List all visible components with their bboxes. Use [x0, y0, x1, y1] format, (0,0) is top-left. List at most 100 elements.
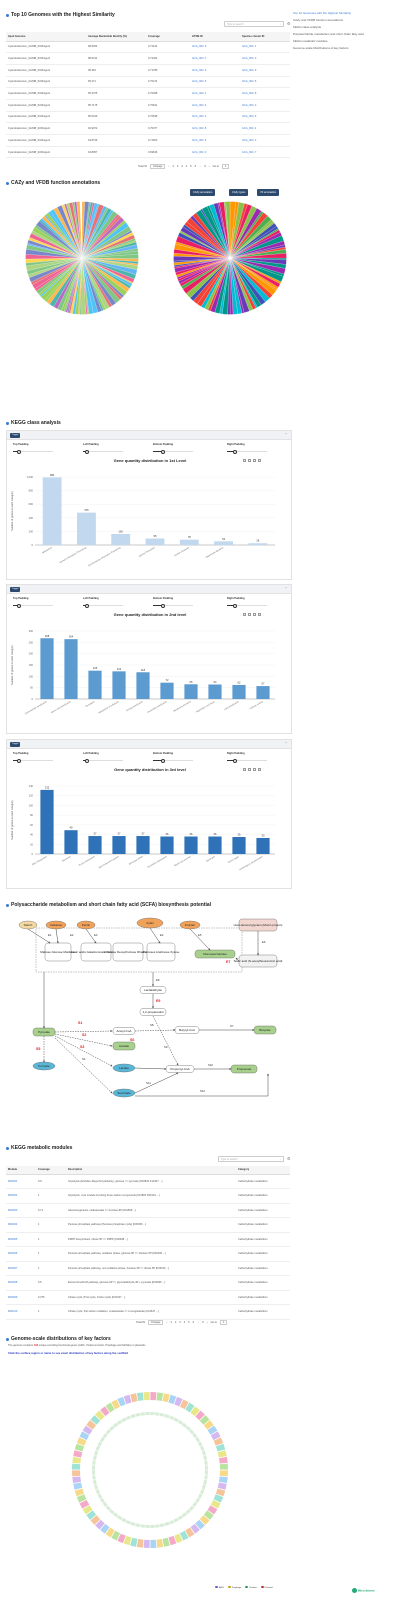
page-size-select[interactable]: 10/page: [150, 164, 166, 169]
genome-id-link[interactable]: GCA_003..0: [190, 146, 240, 159]
scaffold-segment[interactable]: [72, 1463, 81, 1470]
bar[interactable]: [179, 539, 199, 545]
cazy-sunburst-left[interactable]: [25, 201, 139, 315]
bar[interactable]: [232, 837, 246, 854]
table-row[interactable]: M00003 0.71 Gluconeogenesis, oxaloacetate …: [6, 1203, 290, 1218]
sunburst-outer-segment[interactable]: [225, 201, 231, 257]
table-row[interactable]: M00009 0.375 Citrate cycle (TCA cycle, Kre…: [6, 1290, 290, 1305]
bar-chart[interactable]: Number of genes in each category 0 200 400 6…: [7, 465, 291, 577]
scaffold-segment[interactable]: [105, 1402, 115, 1413]
table-row[interactable]: Cyanobacterium_GUMB_SUMAgut1 94.8746 0.715…: [6, 134, 290, 147]
nav-item-genome[interactable]: Genome-scale Distributions of key factor…: [293, 46, 349, 50]
vf-annotation-button[interactable]: VF annotation: [257, 189, 280, 196]
scaffold-segment[interactable]: [174, 1533, 183, 1544]
genome-id-link[interactable]: GCA_003..3: [240, 99, 290, 112]
page-number[interactable]: 6: [192, 1321, 195, 1324]
legend-item[interactable]: ARG: [215, 1586, 224, 1589]
table-row[interactable]: Cyanobacterium_GUMB_SUMAgut1 94.8057 0.696…: [6, 146, 290, 159]
slider-knob[interactable]: [233, 758, 237, 763]
table-row[interactable]: M00005 1 PRPP biosynthesis, ribose 5P => P…: [6, 1232, 290, 1247]
bar[interactable]: [40, 638, 54, 699]
modules-column-header[interactable]: Module: [6, 1166, 36, 1175]
prev-page-icon[interactable]: ‹: [168, 165, 170, 168]
bar[interactable]: [112, 671, 126, 699]
scaffold-segment[interactable]: [111, 1530, 121, 1541]
collapse-icon[interactable]: ⌃: [284, 586, 288, 591]
zoom-icon[interactable]: [243, 768, 246, 771]
scaffold-segment[interactable]: [95, 1410, 105, 1421]
table-row[interactable]: Cyanobacterium_GUMB_SUMAgut1 94.9972 0.700…: [6, 122, 290, 135]
genome-id-link[interactable]: GCA_003..5: [240, 76, 290, 89]
genome-circos-plot[interactable]: [40, 1360, 260, 1580]
scaffold-segment[interactable]: [95, 1519, 105, 1530]
slider-knob[interactable]: [85, 758, 89, 763]
padding-slider[interactable]: [227, 603, 267, 608]
table-row[interactable]: Cyanobacterium_GUMB_SUMAgut1 95.381 0.7178…: [6, 64, 290, 77]
slider-knob[interactable]: [85, 603, 89, 608]
page-number[interactable]: 2: [174, 1321, 177, 1324]
slider-knob[interactable]: [233, 603, 237, 608]
module-id-link[interactable]: M00009: [6, 1290, 36, 1305]
bar[interactable]: [248, 543, 268, 545]
genome-id-link[interactable]: GCA_003..9: [190, 41, 240, 54]
table-row[interactable]: Cyanobacterium_GUMB_SUMAgut1 98.5454 0.721…: [6, 41, 290, 54]
page-number[interactable]: ...: [197, 1321, 200, 1324]
bar[interactable]: [88, 670, 102, 699]
slider-knob[interactable]: [161, 758, 165, 763]
panel-toggle-button[interactable]: Toggle: [10, 587, 21, 592]
scaffold-segment[interactable]: [213, 1437, 224, 1446]
panel-toggle-button[interactable]: Toggle: [10, 742, 21, 747]
genome-id-link[interactable]: GCA_003..4: [240, 122, 290, 135]
scaffold-segment[interactable]: [219, 1463, 228, 1470]
scaffold-segment[interactable]: [215, 1488, 226, 1497]
scaffold-segment[interactable]: [179, 1530, 189, 1541]
table-row[interactable]: M00010 1 Citrate cycle, first carbon oxida…: [6, 1304, 290, 1320]
slider-knob[interactable]: [161, 449, 165, 454]
scaffold-segment[interactable]: [207, 1425, 218, 1435]
scaffold-segment[interactable]: [150, 1539, 157, 1548]
scaffold-segment[interactable]: [185, 1402, 195, 1413]
scaffold-segment[interactable]: [86, 1510, 97, 1520]
scaffold-segment[interactable]: [203, 1420, 214, 1430]
table-row[interactable]: M00006 1 Pentose phosphate pathway, oxidat…: [6, 1246, 290, 1262]
scaffold-segment[interactable]: [100, 1406, 110, 1417]
genome-id-link[interactable]: GCA_003..7: [240, 146, 290, 159]
scaffold-segment[interactable]: [156, 1392, 164, 1402]
modules-search-input[interactable]: Type to search ⌕: [218, 1156, 284, 1162]
bar[interactable]: [208, 684, 222, 699]
genome-id-link[interactable]: GCA_003..8: [190, 122, 240, 135]
scaffold-segment[interactable]: [217, 1450, 227, 1458]
genome-id-link[interactable]: GCA_003..3: [240, 52, 290, 65]
top10-column-header[interactable]: Coverage: [146, 32, 190, 42]
genome-id-link[interactable]: GCA_003..6: [190, 134, 240, 147]
prev-page-icon[interactable]: ‹: [166, 1321, 168, 1324]
page-number[interactable]: 4: [185, 165, 188, 168]
restore-icon[interactable]: [248, 459, 251, 462]
table-row[interactable]: M00001 0.9 Glycolysis (Embden-Meyerhof pat…: [6, 1174, 290, 1189]
top10-column-header[interactable]: GTDB ID: [190, 32, 240, 42]
genome-id-link[interactable]: GCA_003..1: [190, 87, 240, 100]
bar[interactable]: [184, 836, 198, 854]
zoom-icon[interactable]: [243, 459, 246, 462]
padding-slider[interactable]: [227, 758, 267, 763]
vfdb-sunburst-right[interactable]: [173, 201, 287, 315]
cazy-sunburst-charts[interactable]: [0, 200, 300, 330]
scaffold-segment[interactable]: [117, 1533, 126, 1544]
scaffold-segment[interactable]: [82, 1425, 93, 1435]
scaffold-segment[interactable]: [195, 1410, 205, 1421]
scaffold-segment[interactable]: [76, 1494, 87, 1503]
scaffold-segment[interactable]: [74, 1488, 85, 1497]
collapse-icon[interactable]: ⌃: [284, 432, 288, 437]
page-number[interactable]: 1: [172, 165, 174, 168]
scaffold-segment[interactable]: [213, 1494, 224, 1503]
next-page-icon[interactable]: ›: [208, 165, 210, 168]
bar[interactable]: [64, 830, 78, 854]
page-number[interactable]: 1: [170, 1321, 172, 1324]
genome-id-link[interactable]: GCA_003..6: [240, 111, 290, 124]
padding-slider[interactable]: [83, 758, 123, 763]
nav-item-kegg-class[interactable]: KEGG class analysis: [293, 25, 322, 29]
nav-item-modules[interactable]: KEGG metabolic modules: [293, 39, 328, 43]
genome-id-link[interactable]: GCA_003..9: [240, 64, 290, 77]
column-settings-icon[interactable]: ⚙: [287, 1156, 291, 1161]
bar[interactable]: [160, 682, 174, 699]
